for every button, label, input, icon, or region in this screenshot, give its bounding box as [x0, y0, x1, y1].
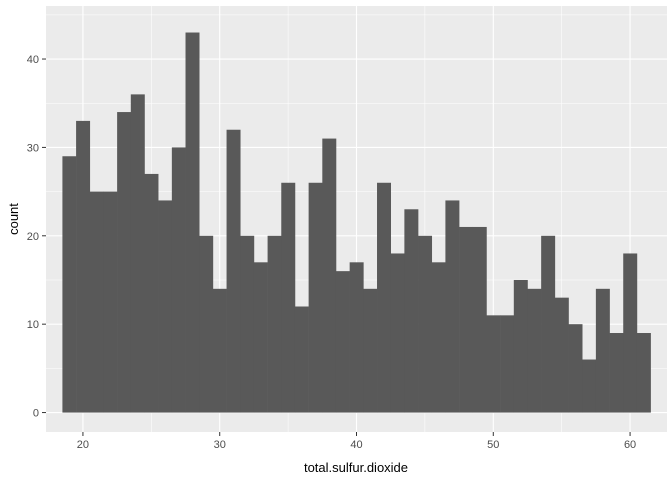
histogram-bar — [294, 306, 309, 413]
histogram-bar — [486, 315, 501, 413]
x-axis-ticks: 20 30 40 50 60 — [77, 432, 636, 451]
histogram-bar — [500, 315, 515, 413]
histogram-bar — [431, 262, 446, 413]
histogram-bar — [459, 226, 474, 413]
histogram-bar — [212, 288, 227, 413]
histogram-bar — [158, 200, 173, 413]
histogram-bar — [363, 288, 378, 413]
histogram-bar — [281, 182, 296, 413]
histogram-bar — [240, 235, 255, 413]
histogram-bar — [623, 253, 638, 413]
x-tick-label: 60 — [624, 439, 636, 451]
histogram-bar — [513, 279, 528, 413]
histogram-bar — [89, 191, 104, 413]
histogram-bar — [527, 288, 542, 413]
histogram-bar — [185, 32, 200, 413]
histogram-bar — [377, 182, 391, 413]
histogram-bars — [62, 32, 651, 413]
histogram-bar — [404, 209, 419, 413]
histogram-bar — [253, 262, 268, 413]
histogram-bar — [568, 324, 583, 413]
histogram-bar — [171, 147, 186, 413]
histogram-bar — [144, 173, 159, 413]
histogram-bar — [226, 129, 241, 413]
histogram-bar — [349, 262, 364, 413]
histogram-bar — [117, 112, 132, 413]
histogram-bar — [541, 235, 556, 413]
x-tick-label: 40 — [350, 439, 362, 451]
histogram-bar — [335, 271, 350, 413]
y-tick-label: 10 — [27, 319, 39, 331]
histogram-bar — [322, 138, 337, 413]
histogram-bar — [76, 120, 91, 413]
histogram-bar — [130, 94, 145, 413]
y-tick-label: 30 — [27, 142, 39, 154]
histogram-bar — [308, 182, 323, 413]
histogram-bar — [445, 200, 460, 413]
x-tick-label: 30 — [214, 439, 226, 451]
histogram-bar — [418, 235, 433, 413]
histogram-bar — [199, 235, 214, 413]
histogram-bar — [62, 156, 77, 413]
y-tick-label: 40 — [27, 54, 39, 66]
y-tick-label: 20 — [27, 231, 39, 243]
histogram-bar — [267, 235, 282, 413]
y-tick-label: 0 — [33, 408, 39, 420]
histogram-bar — [103, 191, 118, 413]
y-axis-ticks: 0 10 20 30 40 — [27, 54, 46, 420]
histogram-bar — [636, 333, 651, 413]
x-tick-label: 20 — [77, 439, 89, 451]
histogram-bar — [609, 333, 624, 413]
y-axis-title: count — [6, 203, 21, 235]
histogram-bar — [582, 359, 597, 413]
histogram-bar — [554, 297, 569, 413]
histogram-bar — [472, 226, 487, 413]
x-axis-title: total.sulfur.dioxide — [304, 460, 408, 475]
histogram-bar — [595, 288, 610, 413]
histogram-bar — [390, 253, 405, 413]
x-tick-label: 50 — [487, 439, 499, 451]
